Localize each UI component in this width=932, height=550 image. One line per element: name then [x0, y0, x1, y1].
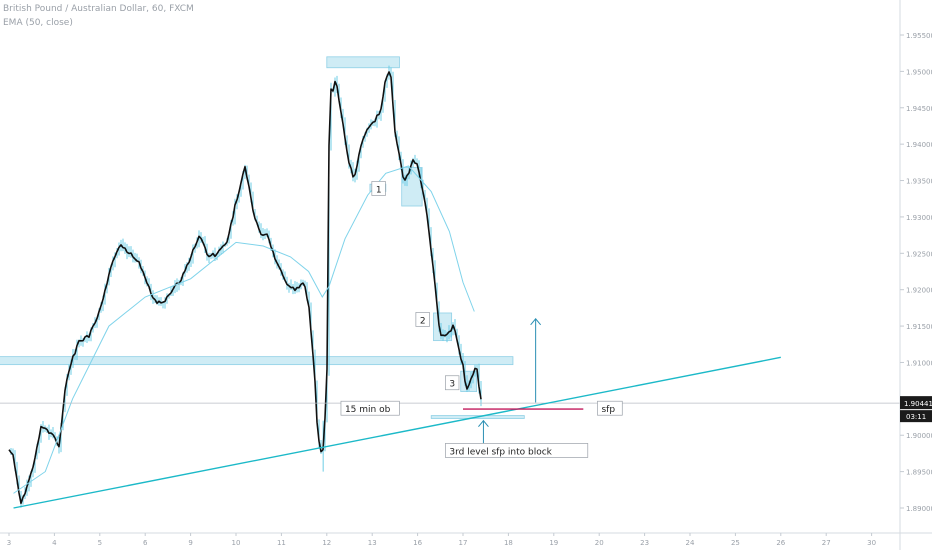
price-axis[interactable]: 1.95500 1.95000 1.94500 1.94000 1.93500 1.930…	[899, 0, 932, 550]
drawing-lines	[0, 318, 900, 509]
ema-line	[13, 165, 475, 494]
annotation-label: 3rd level sfp into block	[449, 447, 552, 457]
y-tick-label: 1.95000	[906, 68, 932, 76]
trendline	[13, 356, 781, 509]
label-box	[415, 312, 430, 327]
x-tick-label: 30	[867, 539, 876, 547]
label-box	[445, 443, 589, 458]
x-tick-label: 11	[277, 539, 286, 547]
x-tick-label: 4	[52, 539, 57, 547]
order-block-box	[0, 356, 514, 366]
y-tick-label: 1.91000	[906, 359, 932, 367]
time-axis[interactable]: 3 4 5 6 9 10 11 12 13 16 17 18 19 20 23 24 25 26 27 30	[0, 532, 932, 547]
x-tick-label: 16	[413, 539, 422, 547]
last-price-label: 1.90441	[904, 400, 932, 408]
arrow-head	[478, 419, 489, 427]
y-tick-label: 1.93000	[906, 214, 932, 222]
x-tick-label: 19	[549, 539, 558, 547]
price-wicks	[10, 65, 482, 508]
y-tick-label: 1.95500	[906, 32, 932, 40]
indicator-legend: EMA (50, close)	[3, 18, 73, 28]
y-tick-label: 1.91500	[906, 323, 932, 331]
x-tick-label: 24	[686, 539, 695, 547]
y-tick-label: 1.94000	[906, 141, 932, 149]
x-tick-label: 3	[7, 539, 11, 547]
price-line	[8, 71, 482, 505]
x-tick-label: 6	[143, 539, 148, 547]
countdown-tag	[900, 410, 932, 423]
annotation-labels: 1 2 3 15 min ob sfp 3rd level sfp into block	[340, 181, 623, 458]
x-tick-label: 27	[822, 539, 831, 547]
x-tick-label: 17	[459, 539, 468, 547]
annotation-label: 15 min ob	[345, 405, 391, 415]
y-tick-label: 1.89000	[906, 505, 932, 513]
arrow-head	[530, 318, 542, 326]
x-tick-label: 5	[98, 539, 102, 547]
x-tick-label: 20	[595, 539, 604, 547]
x-tick-label: 13	[368, 539, 377, 547]
annotation-boxes	[0, 56, 525, 419]
x-tick-label: 18	[504, 539, 513, 547]
price-series	[8, 71, 482, 505]
x-tick-label: 12	[322, 539, 331, 547]
y-tick-label: 1.93500	[906, 178, 932, 186]
y-tick-label: 1.94500	[906, 105, 932, 113]
y-tick-label: 1.89500	[906, 469, 932, 477]
y-tick-label: 1.92500	[906, 250, 932, 258]
x-tick-label: 9	[188, 539, 192, 547]
x-tick-label: 25	[731, 539, 740, 547]
x-tick-label: 26	[776, 539, 785, 547]
ema-series	[13, 165, 475, 494]
label-box	[340, 400, 400, 416]
label-box	[371, 181, 386, 196]
x-tick-label: 23	[640, 539, 649, 547]
last-price-tag	[900, 396, 932, 410]
annotation-label: sfp	[601, 405, 615, 415]
annotation-label: 2	[420, 316, 426, 326]
label-box	[597, 400, 623, 416]
y-tick-label: 1.92000	[906, 287, 932, 295]
symbol-title: British Pound / Australian Dollar, 60, F…	[3, 4, 194, 14]
annotation-label: 3	[449, 380, 455, 390]
label-box	[445, 375, 460, 391]
y-tick-label: 1.90000	[906, 432, 932, 440]
x-tick-label: 10	[232, 539, 241, 547]
annotation-label: 1	[376, 185, 382, 195]
order-block-box	[326, 56, 400, 69]
countdown-label: 03:11	[906, 413, 926, 421]
